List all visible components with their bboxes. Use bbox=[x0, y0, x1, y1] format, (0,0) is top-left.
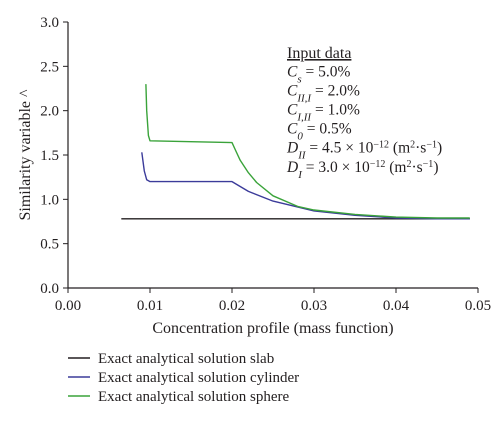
y-tick-label: 2.0 bbox=[40, 104, 59, 120]
annotation-line: DI = 3.0 × 10−12 (m2·s−1) bbox=[286, 159, 438, 182]
series-layer bbox=[121, 84, 470, 220]
x-tick-label: 0.01 bbox=[137, 298, 163, 314]
x-tick-label: 0.05 bbox=[465, 298, 491, 314]
y-tick-label: 2.5 bbox=[40, 59, 59, 75]
x-tick-label: 0.02 bbox=[219, 298, 245, 314]
y-tick-label: 3.0 bbox=[40, 15, 59, 31]
y-axis-label: Similarity variable ^ bbox=[17, 89, 34, 221]
annotation-line: Cs = 5.0% bbox=[287, 64, 350, 86]
y-tick-label: 0.0 bbox=[40, 281, 59, 297]
legend: Exact analytical solution slab Exact anal… bbox=[68, 351, 299, 405]
y-tick-label: 1.0 bbox=[40, 192, 59, 208]
series-line-cylinder bbox=[141, 152, 470, 220]
annotation-line: C0 = 0.5% bbox=[287, 121, 352, 143]
y-tick-label: 1.5 bbox=[40, 148, 59, 164]
legend-label: Exact analytical solution slab bbox=[98, 351, 274, 367]
legend-label: Exact analytical solution cylinder bbox=[98, 370, 299, 386]
legend-label: Exact analytical solution sphere bbox=[98, 389, 290, 405]
x-axis-label: Concentration profile (mass function) bbox=[152, 320, 393, 337]
annotation-line: DII = 4.5 × 10−12 (m2·s−1) bbox=[286, 139, 442, 162]
series-line-sphere bbox=[145, 84, 470, 219]
annotation-heading: Input data bbox=[287, 45, 351, 62]
annotation-line: CII,I = 2.0% bbox=[287, 83, 360, 105]
input-data-annotation: Input data Cs = 5.0%CII,I = 2.0%CI,II = 1… bbox=[286, 45, 442, 181]
x-tick-label: 0.03 bbox=[301, 298, 327, 314]
ticks-layer: 0.00 0.01 0.02 0.03 0.04 0.05 0.0 0.5 1.0 1.5 2.0 2… bbox=[40, 15, 491, 314]
x-tick-label: 0.00 bbox=[55, 298, 81, 314]
x-tick-label: 0.04 bbox=[383, 298, 410, 314]
annotation-line: CI,II = 1.0% bbox=[287, 102, 360, 124]
y-tick-label: 0.5 bbox=[40, 237, 59, 253]
